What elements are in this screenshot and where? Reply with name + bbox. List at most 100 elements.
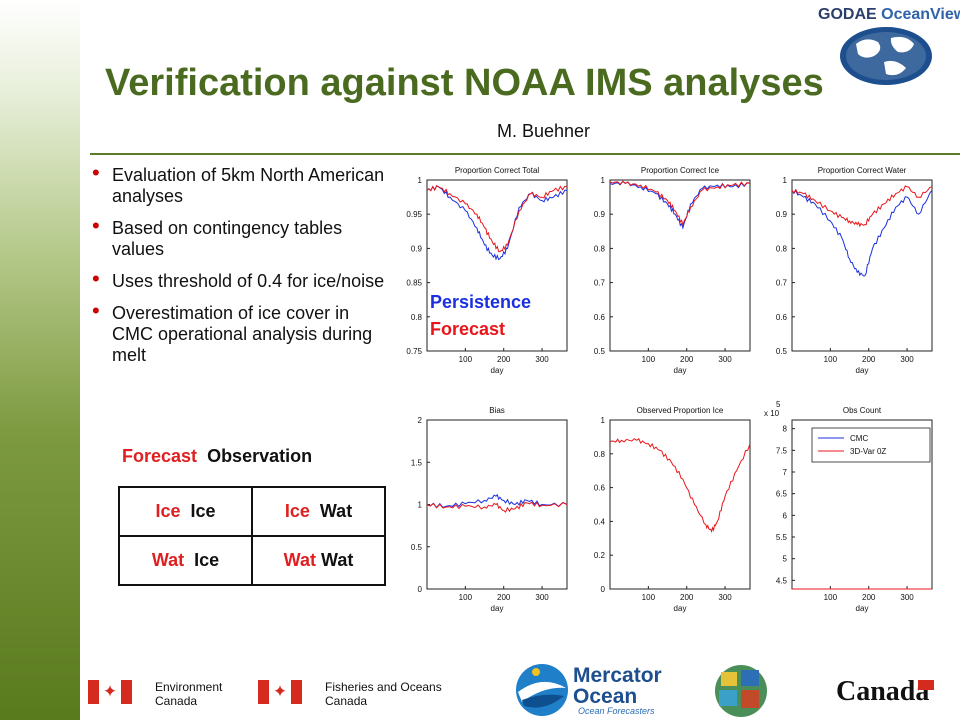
series-line xyxy=(426,185,568,253)
y-tick-label: 1 xyxy=(601,176,606,185)
plot-title: Proportion Correct Total xyxy=(455,166,540,175)
y-tick-label: 6.5 xyxy=(776,490,788,499)
dfo-line1: Fisheries and Oceans xyxy=(325,680,442,694)
plot-title: Proportion Correct Ice xyxy=(641,166,720,175)
x-tick-label: 100 xyxy=(459,593,473,602)
y-tick-label: 0.95 xyxy=(406,210,422,219)
y-tick-label: 1 xyxy=(601,416,606,425)
x-axis-label: day xyxy=(491,604,504,613)
env-line1: Environment xyxy=(155,680,223,694)
canada-wordmark: Canada xyxy=(836,676,929,708)
y-tick-label: 5.5 xyxy=(776,533,788,542)
x-tick-label: 200 xyxy=(497,593,511,602)
y-tick-label: 1.5 xyxy=(411,458,423,467)
canada-wordmark-flag-icon xyxy=(918,680,934,690)
legend-forecast: Forecast xyxy=(430,319,506,339)
series-line xyxy=(426,493,568,509)
bullet-text: Overestimation of ice cover in CMC opera… xyxy=(112,303,373,365)
y-tick-label: 0.75 xyxy=(406,347,422,356)
plot-frame xyxy=(426,419,568,590)
mercator-title: Mercator Ocean xyxy=(573,665,662,707)
mosaic-logo-icon xyxy=(715,665,767,717)
y-tick-label: 2 xyxy=(418,416,423,425)
x-tick-label: 200 xyxy=(680,593,694,602)
header-observation: Observation xyxy=(207,446,313,466)
author: M. Buehner xyxy=(497,121,591,141)
y-tick-label: 0.5 xyxy=(411,543,423,552)
canada-flag-icon: ✦ xyxy=(258,680,302,704)
dfo-text: Fisheries and Oceans Canada xyxy=(325,680,442,708)
y-tick-label: 0.9 xyxy=(776,210,788,219)
cell-forecast: Wat xyxy=(283,550,316,570)
y-tick-label: 1 xyxy=(418,501,423,510)
y-tick-label: 0.85 xyxy=(406,279,422,288)
decorative-side-bar xyxy=(0,0,80,720)
plot-title: Bias xyxy=(489,406,505,415)
series-line xyxy=(426,185,567,261)
x-tick-label: 300 xyxy=(535,355,549,364)
y-tick-label: 0.6 xyxy=(594,484,606,493)
y-tick-label: 0.9 xyxy=(594,210,606,219)
mercator-line2: Ocean xyxy=(573,685,638,708)
godae-brand: GODAE OceanView xyxy=(818,6,960,24)
x-tick-label: 100 xyxy=(459,355,473,364)
bullet-item: • Based on contingency tables values xyxy=(90,213,390,260)
y-tick-label: 8 xyxy=(783,425,788,434)
table-cell: Wat Wat xyxy=(251,535,386,586)
y-tick-label: 0.2 xyxy=(594,551,606,560)
canada-flag-icon: ✦ xyxy=(88,680,132,704)
y-tick-label: 0 xyxy=(601,585,606,594)
env-line2: Canada xyxy=(155,694,198,708)
y-tick-label: 0.6 xyxy=(594,313,606,322)
legend-label: 3D-Var 0Z xyxy=(850,447,886,456)
axis-multiplier: x 10 xyxy=(764,409,780,418)
table-cell: Ice Ice xyxy=(118,486,253,537)
dfo-line2: Canada xyxy=(325,694,368,708)
globe-logo-icon xyxy=(840,27,932,85)
bullet-dot-icon: • xyxy=(92,266,100,291)
plot-frame xyxy=(791,419,933,590)
plot-title: Proportion Correct Water xyxy=(818,166,907,175)
header-forecast: Forecast xyxy=(122,446,198,466)
cell-observation: Wat xyxy=(321,550,354,570)
y-tick-label: 0.8 xyxy=(594,450,606,459)
y-tick-label: 1 xyxy=(418,176,423,185)
bullet-dot-icon: • xyxy=(92,213,100,238)
bullet-item: • Uses threshold of 0.4 for ice/noise xyxy=(90,266,390,292)
y-tick-label: 0.5 xyxy=(776,347,788,356)
mercator-swirl-icon xyxy=(516,664,568,716)
y-tick-label: 7.5 xyxy=(776,446,788,455)
cell-forecast: Wat xyxy=(151,550,185,570)
mercator-subtitle: Ocean Forecasters xyxy=(578,706,655,716)
canada-word: Canada xyxy=(836,676,930,707)
series-line xyxy=(791,189,933,277)
x-axis-label: day xyxy=(674,604,687,613)
bullet-dot-icon: • xyxy=(92,298,100,323)
y-tick-label: 0.8 xyxy=(411,313,423,322)
env-canada-text: Environment Canada xyxy=(155,680,222,708)
bullet-item: • Evaluation of 5km North American analys… xyxy=(90,160,390,207)
legend-persistence: Persistence xyxy=(430,292,532,312)
y-tick-label: 0 xyxy=(418,585,423,594)
y-tick-label: 0.5 xyxy=(594,347,606,356)
x-axis-label: day xyxy=(856,604,869,613)
x-tick-label: 100 xyxy=(824,593,838,602)
legend-box xyxy=(811,427,931,463)
cell-observation: Wat xyxy=(319,501,353,521)
mercator-line1: Mercator xyxy=(573,664,662,687)
x-axis-label: day xyxy=(856,366,869,375)
plot-frame xyxy=(791,179,933,352)
table-row: Ice Ice Ice Wat xyxy=(118,486,386,537)
page-title: Verification against NOAA IMS analyses xyxy=(105,62,824,104)
bullet-dot-icon: • xyxy=(92,160,100,185)
y-tick-label: 6 xyxy=(783,511,788,520)
x-tick-label: 100 xyxy=(824,355,838,364)
cell-forecast: Ice xyxy=(284,501,310,521)
x-tick-label: 200 xyxy=(862,355,876,364)
x-tick-label: 300 xyxy=(900,593,914,602)
y-tick-label: 0.8 xyxy=(776,244,788,253)
x-tick-label: 300 xyxy=(900,355,914,364)
y-tick-label: 1 xyxy=(783,176,788,185)
cell-observation: Ice xyxy=(190,501,216,521)
y-tick-label: 4.5 xyxy=(776,576,788,585)
